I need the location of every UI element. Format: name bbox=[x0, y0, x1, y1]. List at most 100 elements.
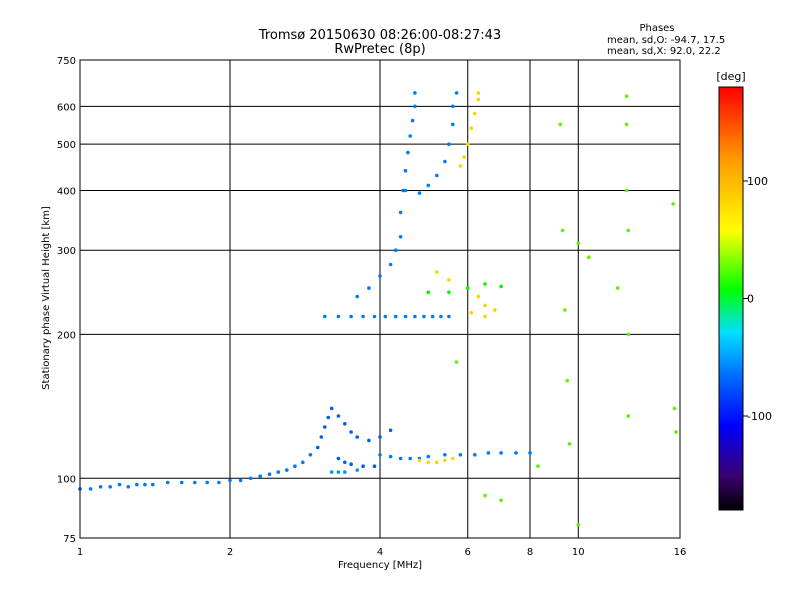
x-tick-label: 10 bbox=[572, 547, 585, 558]
data-point bbox=[443, 453, 447, 457]
data-point bbox=[576, 522, 581, 527]
data-point bbox=[349, 430, 353, 434]
data-point bbox=[383, 314, 388, 319]
data-point bbox=[615, 286, 620, 290]
data-points bbox=[78, 91, 678, 527]
data-point bbox=[451, 104, 455, 109]
data-point bbox=[454, 91, 459, 95]
data-point bbox=[301, 460, 305, 465]
data-point bbox=[336, 456, 341, 461]
data-point bbox=[393, 314, 398, 319]
y-tick-label: 75 bbox=[63, 534, 76, 545]
data-point bbox=[473, 111, 477, 116]
data-point bbox=[403, 314, 408, 319]
data-point bbox=[323, 314, 327, 319]
data-point bbox=[435, 460, 439, 465]
chart-title: Tromsø 20150630 08:26:00-08:27:43 bbox=[258, 28, 501, 43]
data-point bbox=[435, 173, 439, 178]
data-point bbox=[258, 474, 263, 479]
data-point bbox=[349, 314, 353, 319]
data-point bbox=[465, 142, 470, 146]
colorbar-tick-label: 0 bbox=[747, 293, 754, 306]
data-point bbox=[135, 482, 139, 487]
data-point bbox=[499, 498, 503, 503]
data-point bbox=[410, 118, 415, 123]
data-point bbox=[117, 482, 122, 487]
data-point bbox=[483, 303, 487, 308]
data-point bbox=[426, 460, 431, 465]
data-point bbox=[486, 451, 491, 455]
data-point bbox=[447, 314, 451, 319]
data-point bbox=[398, 235, 403, 239]
data-point bbox=[205, 480, 209, 485]
data-point bbox=[587, 255, 591, 260]
data-point bbox=[378, 435, 382, 439]
stats-line-o: mean, sd,O: -94.7, 17.5 bbox=[607, 35, 725, 46]
data-point bbox=[326, 415, 331, 420]
data-point bbox=[361, 464, 365, 469]
data-point bbox=[403, 188, 408, 193]
data-point bbox=[349, 462, 353, 467]
x-tick-label: 8 bbox=[527, 547, 533, 558]
data-point bbox=[217, 480, 221, 485]
data-point bbox=[426, 454, 431, 459]
data-point bbox=[560, 228, 565, 233]
data-point bbox=[469, 310, 474, 315]
data-point bbox=[499, 284, 503, 289]
data-point bbox=[336, 470, 341, 474]
data-point bbox=[514, 451, 518, 455]
data-point bbox=[476, 294, 481, 299]
x-tick-label: 16 bbox=[674, 547, 687, 558]
data-point bbox=[388, 262, 393, 267]
data-point bbox=[108, 485, 112, 489]
y-tick-label: 200 bbox=[57, 330, 76, 341]
data-point bbox=[493, 308, 497, 312]
data-point bbox=[285, 468, 289, 472]
stats-heading: Phases bbox=[639, 23, 674, 34]
data-point bbox=[126, 485, 131, 489]
data-point bbox=[465, 286, 470, 290]
data-point bbox=[674, 430, 678, 434]
data-point bbox=[483, 282, 487, 286]
y-tick-label: 100 bbox=[57, 474, 76, 485]
data-point bbox=[473, 453, 477, 457]
data-point bbox=[398, 456, 403, 461]
data-point bbox=[626, 228, 631, 233]
x-axis-label: Frequency [MHz] bbox=[338, 560, 422, 571]
data-point bbox=[378, 274, 382, 278]
data-point bbox=[315, 445, 320, 450]
data-point bbox=[565, 378, 569, 383]
y-tick-label: 300 bbox=[57, 246, 76, 257]
data-point bbox=[179, 480, 184, 485]
data-point bbox=[483, 493, 487, 498]
data-point bbox=[398, 210, 403, 215]
data-point bbox=[336, 314, 341, 319]
data-point bbox=[528, 451, 532, 455]
data-point bbox=[248, 476, 253, 481]
data-point bbox=[624, 188, 629, 193]
data-point bbox=[458, 164, 463, 168]
x-tick-label: 4 bbox=[377, 547, 383, 558]
data-point bbox=[413, 314, 417, 319]
data-point bbox=[413, 104, 417, 109]
data-point bbox=[443, 458, 447, 463]
data-point bbox=[343, 422, 347, 426]
data-point bbox=[451, 122, 455, 127]
data-point bbox=[426, 290, 431, 295]
data-point bbox=[388, 454, 393, 459]
y-tick-label: 600 bbox=[57, 102, 76, 113]
data-point bbox=[319, 435, 324, 439]
data-point bbox=[165, 480, 170, 485]
data-point bbox=[276, 470, 281, 474]
data-point bbox=[672, 406, 677, 411]
data-point bbox=[536, 464, 540, 469]
data-point bbox=[308, 453, 313, 457]
data-point bbox=[447, 290, 451, 295]
data-point bbox=[422, 314, 426, 319]
y-tick-label: 750 bbox=[57, 56, 76, 67]
x-axis-ticks: 1 2 4 6 8 10 16 bbox=[77, 547, 687, 558]
data-point bbox=[143, 482, 147, 487]
data-point bbox=[451, 456, 455, 461]
data-point bbox=[193, 480, 197, 485]
data-point bbox=[98, 485, 103, 489]
